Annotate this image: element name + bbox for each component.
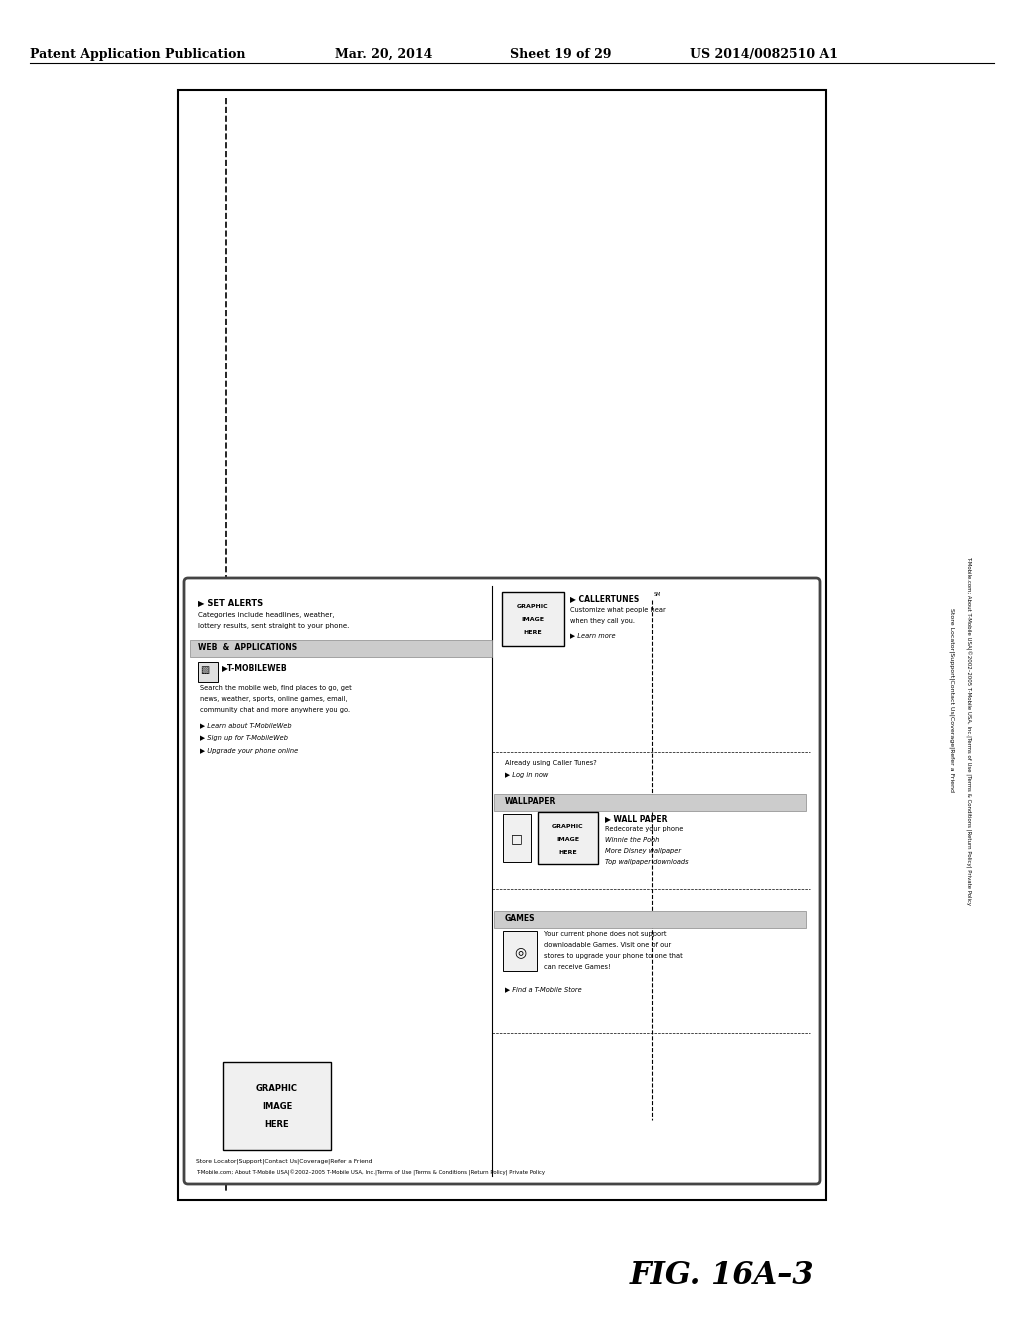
Text: ▶ Log in now: ▶ Log in now (505, 772, 548, 777)
Text: IMAGE: IMAGE (262, 1102, 292, 1111)
Text: when they call you.: when they call you. (570, 618, 635, 624)
Text: ▶ Upgrade your phone online: ▶ Upgrade your phone online (200, 748, 298, 754)
Text: T-Mobile.com; About T-Mobile USA|©2002–2005 T-Mobile USA, Inc.|Terms of Use |Ter: T-Mobile.com; About T-Mobile USA|©2002–2… (196, 1170, 545, 1176)
Text: Sheet 19 of 29: Sheet 19 of 29 (510, 48, 611, 61)
Text: HERE: HERE (559, 850, 578, 855)
Text: Store Locator|Support|Contact Us|Coverage|Refer a Friend: Store Locator|Support|Contact Us|Coverag… (949, 609, 954, 792)
Bar (494, 795, 806, 810)
Bar (178, 90, 826, 1200)
Text: lottery results, sent straight to your phone.: lottery results, sent straight to your p… (198, 623, 349, 630)
Text: GRAPHIC: GRAPHIC (256, 1084, 298, 1093)
Text: Customize what people hear: Customize what people hear (570, 607, 666, 612)
Text: GAMES: GAMES (505, 913, 536, 923)
Text: Already using Caller Tunes?: Already using Caller Tunes? (505, 760, 597, 766)
Text: GRAPHIC: GRAPHIC (552, 824, 584, 829)
Text: ▶ WALL PAPER: ▶ WALL PAPER (605, 814, 668, 822)
Text: IMAGE: IMAGE (521, 616, 545, 622)
Text: Search the mobile web, find places to go, get: Search the mobile web, find places to go… (200, 685, 352, 690)
Text: stores to upgrade your phone to one that: stores to upgrade your phone to one that (544, 953, 683, 960)
Bar (538, 812, 598, 865)
Text: downloadable Games. Visit one of our: downloadable Games. Visit one of our (544, 942, 671, 948)
Text: □: □ (511, 832, 523, 845)
Text: ▶ SET ALERTS: ▶ SET ALERTS (198, 598, 263, 607)
Text: Store Locator|Support|Contact Us|Coverage|Refer a Friend: Store Locator|Support|Contact Us|Coverag… (196, 1158, 373, 1163)
Text: ◎: ◎ (514, 945, 526, 960)
Text: More Disney wallpaper: More Disney wallpaper (605, 847, 681, 854)
Text: FIG. 16A–3: FIG. 16A–3 (630, 1259, 815, 1291)
Bar (198, 663, 218, 682)
Text: ▧: ▧ (200, 665, 209, 675)
Bar (502, 591, 564, 645)
Text: Top wallpaper downloads: Top wallpaper downloads (605, 859, 688, 865)
Bar (223, 1063, 331, 1150)
Text: T-Mobile.com; About T-Mobile USA|©2002–2005 T-Mobile USA, Inc.|Terms of Use |Ter: T-Mobile.com; About T-Mobile USA|©2002–2… (965, 556, 971, 904)
Text: US 2014/0082510 A1: US 2014/0082510 A1 (690, 48, 838, 61)
Text: HERE: HERE (264, 1119, 290, 1129)
Text: ▶ CALLERTUNES: ▶ CALLERTUNES (570, 594, 639, 603)
Bar (503, 814, 531, 862)
Bar (494, 911, 806, 928)
Text: ▶T-MOBILEWEB: ▶T-MOBILEWEB (222, 663, 288, 672)
Text: WEB  &  APPLICATIONS: WEB & APPLICATIONS (198, 643, 297, 652)
Text: Redecorate your phone: Redecorate your phone (605, 826, 683, 832)
Text: GRAPHIC: GRAPHIC (517, 605, 549, 609)
Bar (190, 640, 492, 657)
Text: Patent Application Publication: Patent Application Publication (30, 48, 246, 61)
FancyBboxPatch shape (184, 578, 820, 1184)
Text: community chat and more anywhere you go.: community chat and more anywhere you go. (200, 708, 350, 713)
Text: WALLPAPER: WALLPAPER (505, 797, 556, 807)
Text: ▶ Sign up for T-MobileWeb: ▶ Sign up for T-MobileWeb (200, 735, 288, 741)
Text: Categories include headlines, weather,: Categories include headlines, weather, (198, 612, 335, 618)
Bar (503, 931, 537, 972)
Text: news, weather, sports, online games, email,: news, weather, sports, online games, ema… (200, 696, 347, 702)
Text: can receive Games!: can receive Games! (544, 964, 610, 970)
Text: SM: SM (654, 591, 662, 597)
Text: Mar. 20, 2014: Mar. 20, 2014 (335, 48, 432, 61)
Text: Winnie the Pooh: Winnie the Pooh (605, 837, 659, 843)
Text: IMAGE: IMAGE (556, 837, 580, 842)
Text: ▶ Find a T-Mobile Store: ▶ Find a T-Mobile Store (505, 986, 582, 993)
Text: HERE: HERE (523, 630, 543, 635)
Text: ▶ Learn more: ▶ Learn more (570, 632, 615, 638)
Text: Your current phone does not support: Your current phone does not support (544, 931, 667, 937)
Text: ▶ Learn about T-MobileWeb: ▶ Learn about T-MobileWeb (200, 722, 292, 729)
